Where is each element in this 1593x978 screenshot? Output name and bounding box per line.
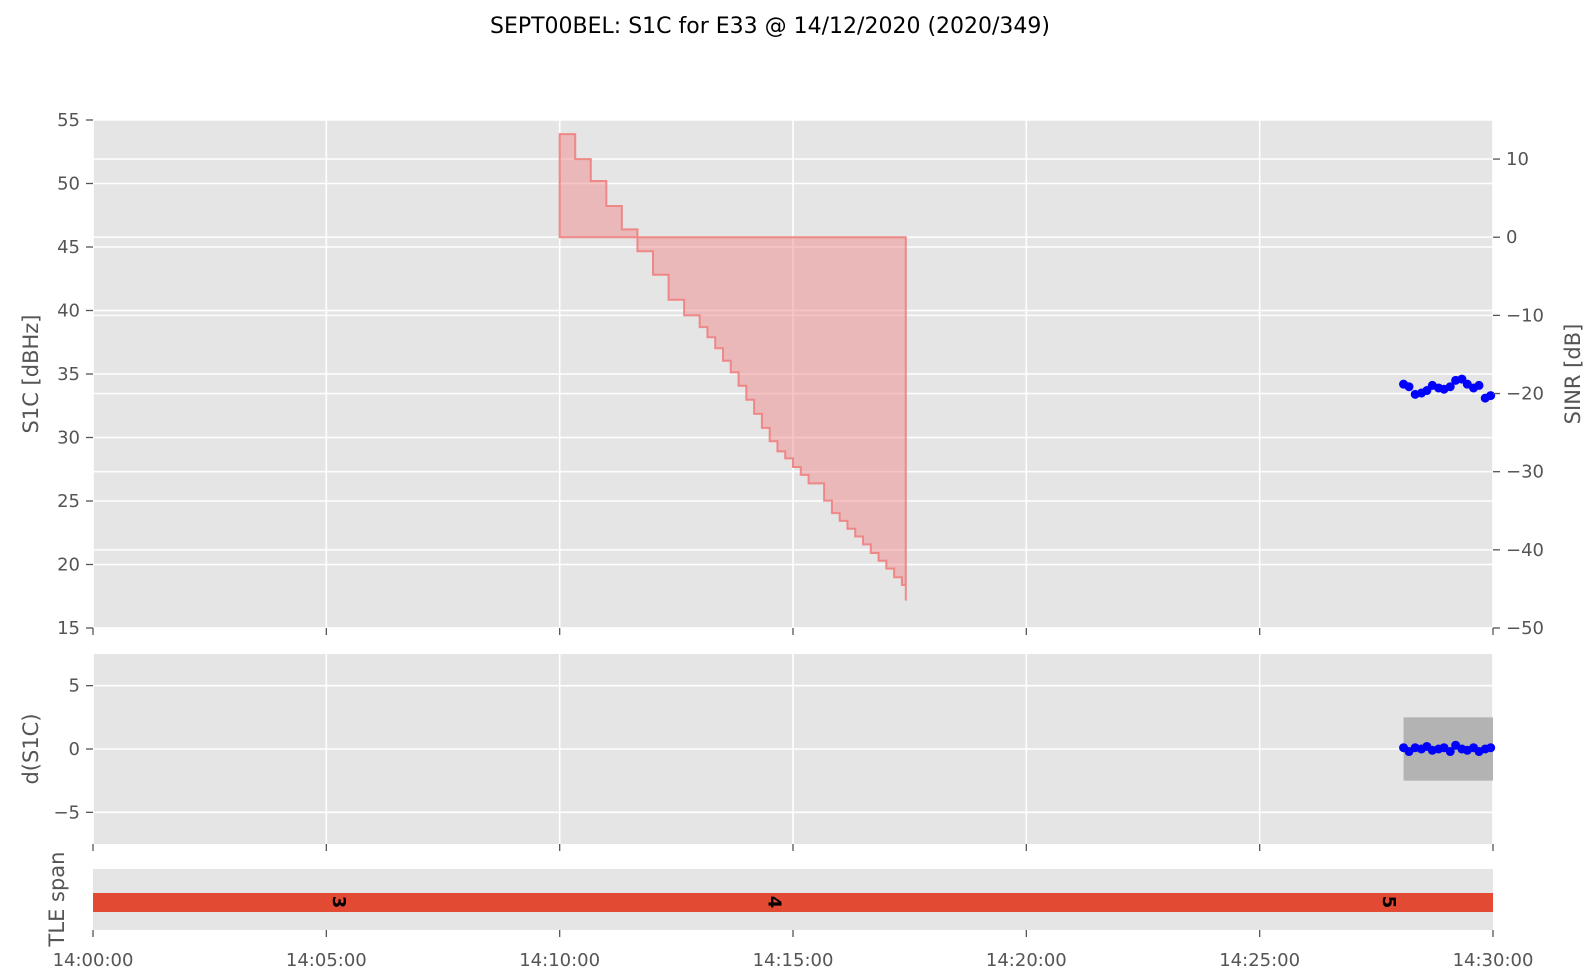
ds1c-point — [1445, 747, 1455, 757]
time-x-axis: 14:00:00 14:05:00 14:10:00 14:15:00 14:20:00… — [53, 628, 1534, 971]
s1c-y-axis: 15 20 25 30 35 40 45 50 55 — [57, 110, 93, 639]
s1c-point — [1404, 382, 1414, 392]
y-tick-label: 0 — [69, 739, 80, 760]
y2-tick-label: 0 — [1506, 227, 1517, 248]
y-tick-label: 5 — [69, 676, 80, 697]
y-tick-label: 55 — [57, 110, 80, 131]
x-tick-label: 14:20:00 — [986, 950, 1067, 971]
y-tick-label: 15 — [57, 618, 80, 639]
sinr-step-area — [558, 133, 907, 601]
y-tick-label: −5 — [53, 802, 80, 823]
s1c-point — [1486, 391, 1496, 401]
x-tick-label: 14:15:00 — [753, 950, 834, 971]
y-tick-label: 20 — [57, 555, 80, 576]
tle-label: 5 — [1378, 896, 1399, 909]
y2-tick-label: −20 — [1506, 384, 1544, 405]
y-tick-label: 25 — [57, 491, 80, 512]
ds1c-point — [1486, 743, 1496, 753]
x-tick-label: 14:05:00 — [286, 950, 367, 971]
sinr-area-series — [558, 133, 907, 601]
y2-tick-label: −40 — [1506, 540, 1544, 561]
tle-label: 3 — [328, 896, 349, 909]
x-tick-label: 14:25:00 — [1219, 950, 1300, 971]
y-tick-label: 35 — [57, 364, 80, 385]
y2-tick-label: −50 — [1506, 618, 1544, 639]
tle-y-axis-label: TLE span — [45, 852, 69, 948]
x-tick-label: 14:00:00 — [53, 950, 134, 971]
y-tick-label: 40 — [57, 301, 80, 322]
ds1c-y-axis: −5 0 5 — [53, 676, 93, 823]
y2-tick-label: −30 — [1506, 462, 1544, 483]
s1c-point — [1445, 382, 1455, 392]
tle-labels: 3 4 5 — [328, 896, 1399, 909]
s1c-scatter-series — [1399, 374, 1496, 403]
y2-tick-label: 10 — [1506, 149, 1529, 170]
tle-span-bar — [93, 893, 1493, 912]
ds1c-y-axis-label: d(S1C) — [19, 713, 43, 784]
ds1c-scatter-series — [1399, 740, 1496, 757]
tle-bar — [93, 893, 1493, 912]
sinr-y-axis: −50 −40 −30 −20 −10 0 10 — [1493, 149, 1544, 639]
y-tick-label: 50 — [57, 174, 80, 195]
x-tick-label: 14:10:00 — [519, 950, 600, 971]
sinr-y-axis-label: SINR [dB] — [1561, 324, 1585, 425]
tle-label: 4 — [764, 896, 785, 909]
s1c-point — [1474, 380, 1484, 390]
y-tick-label: 30 — [57, 428, 80, 449]
chart-title: SEPT00BEL: S1C for E33 @ 14/12/2020 (202… — [490, 14, 1050, 39]
y2-tick-label: −10 — [1506, 305, 1544, 326]
s1c-y-axis-label: S1C [dBHz] — [19, 315, 43, 434]
x-tick-label: 14:30:00 — [1453, 950, 1534, 971]
y-tick-label: 45 — [57, 237, 80, 258]
